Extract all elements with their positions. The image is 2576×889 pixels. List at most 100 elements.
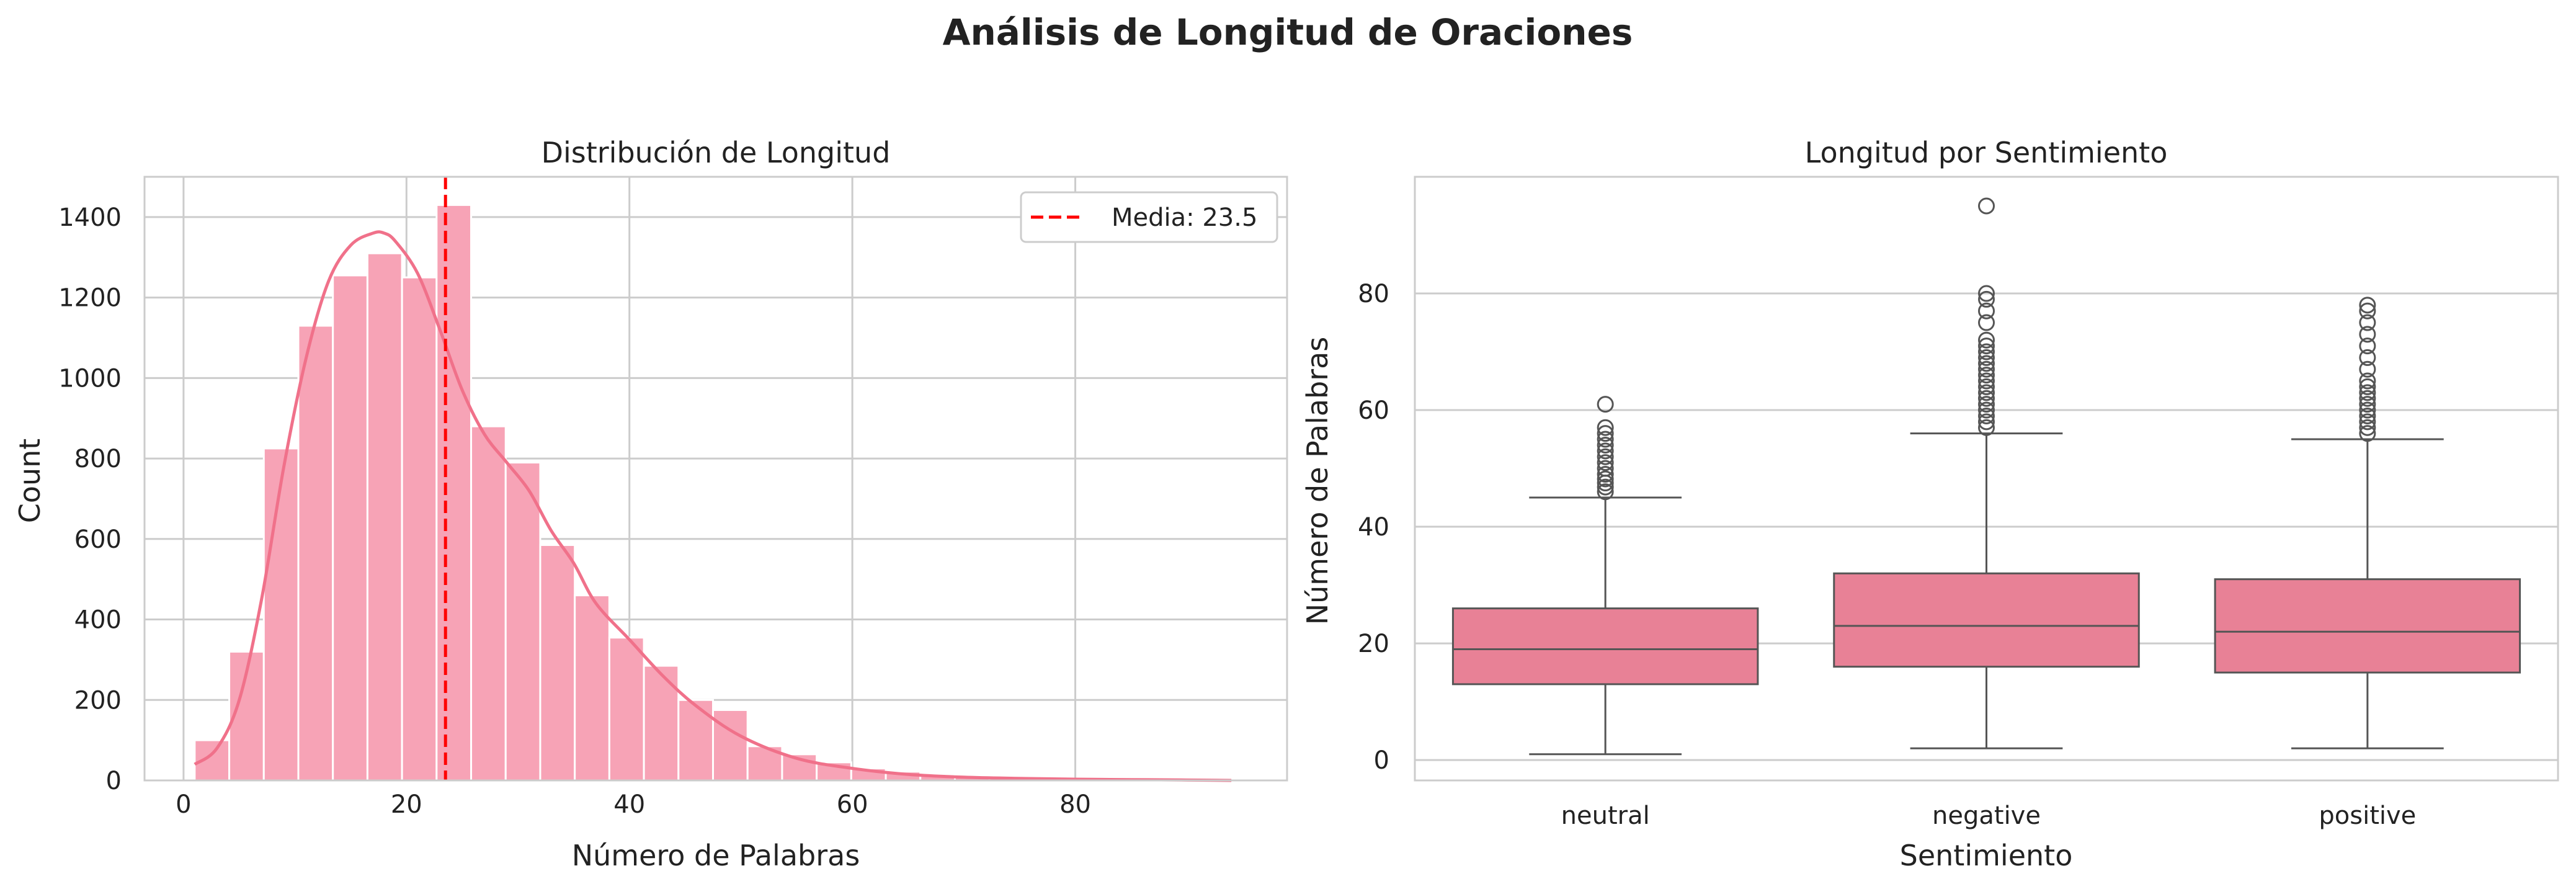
outlier-point [1978, 290, 1995, 308]
outlier-point [2359, 419, 2376, 436]
box-neutral [1451, 396, 1759, 756]
boxplot-panel: neutral negative positive 0 20 40 60 80 Longit… [1301, 136, 2559, 872]
x-tick-label-positive: positive [2319, 802, 2416, 830]
outlier-point [1978, 302, 1995, 319]
boxplot-boxes [1451, 197, 2521, 756]
y-tick-label: 20 [1358, 630, 1389, 658]
outlier-point [1597, 460, 1614, 477]
y-tick-label: 400 [74, 606, 122, 635]
histogram-frame [143, 176, 1288, 782]
box-iqr [1451, 607, 1759, 686]
y-tick-label: 40 [1358, 513, 1389, 542]
outlier-point [2359, 297, 2376, 314]
outlier-point [1978, 367, 1995, 384]
outlier-point [1597, 425, 1614, 442]
outlier-point [1978, 360, 1995, 378]
outlier-point [1978, 314, 1995, 331]
histogram-bar [608, 637, 645, 782]
boxplot-frame [1414, 176, 2559, 782]
histogram-bar [401, 276, 438, 782]
legend: Media: 23.5 [1020, 191, 1278, 243]
y-tick-label: 80 [1358, 280, 1389, 308]
legend-box [1020, 191, 1278, 243]
outlier-point [1978, 401, 1995, 419]
boxplot-y-ticks: 0 20 40 60 80 [1358, 280, 1389, 775]
histogram-bar [435, 203, 473, 782]
boxplot-x-ticks: neutral negative positive [1561, 802, 2417, 830]
x-tick-label: 40 [613, 790, 645, 819]
outlier-point [1978, 378, 1995, 395]
outlier-point [1597, 470, 1614, 488]
histogram-y-ticks: 0 200 400 600 800 1000 1200 1400 [58, 203, 122, 795]
y-tick-label: 1400 [58, 203, 122, 232]
outlier-point [1978, 396, 1995, 413]
outlier-point [2359, 401, 2376, 419]
outlier-point [1978, 390, 1995, 407]
y-tick-label: 800 [74, 445, 122, 473]
histogram-bar [366, 252, 403, 782]
box-iqr [2214, 578, 2521, 674]
box-negative [1833, 197, 2140, 749]
outlier-point [1978, 384, 1995, 401]
outlier-point [1978, 355, 1995, 372]
outlier-point [1978, 197, 1995, 215]
histogram-bar [262, 447, 300, 782]
boxplot-y-label: Número de Palabras [1301, 337, 1334, 625]
y-tick-label: 200 [74, 686, 122, 715]
box-iqr [1833, 572, 2140, 668]
outlier-point [1597, 396, 1614, 413]
boxplot-title: Longitud por Sentimiento [1805, 136, 2168, 169]
y-tick-label: 1000 [58, 364, 122, 393]
histogram-bar [297, 324, 334, 782]
outlier-point [2359, 407, 2376, 424]
outlier-point [1978, 337, 1995, 355]
outlier-point [1978, 372, 1995, 390]
outlier-point [1978, 285, 1995, 302]
outlier-point [1978, 407, 1995, 424]
histogram-y-label: Count [13, 439, 47, 524]
y-tick-label: 1200 [58, 284, 122, 313]
y-tick-label: 0 [106, 767, 122, 795]
outlier-point [1978, 343, 1995, 360]
outlier-point [2359, 326, 2376, 343]
histogram-bar [574, 594, 610, 782]
outlier-point [1597, 419, 1614, 436]
histogram-bar [677, 699, 715, 782]
histogram-bar [539, 544, 576, 782]
figure-title: Análisis de Longitud de Oraciones [943, 11, 1633, 53]
y-tick-label: 600 [74, 525, 122, 554]
histogram-title: Distribución de Longitud [541, 136, 891, 169]
kde-curve [194, 230, 1232, 782]
outlier-point [1597, 465, 1614, 483]
x-tick-label: 80 [1059, 790, 1091, 819]
x-tick-label: 0 [176, 790, 191, 819]
outlier-point [2359, 302, 2376, 319]
outlier-point [1597, 454, 1614, 471]
outlier-point [1978, 419, 1995, 436]
outlier-point [2359, 384, 2376, 401]
outlier-point [2359, 314, 2376, 331]
x-tick-label: 20 [391, 790, 422, 819]
outlier-point [1597, 478, 1614, 496]
outlier-point [2359, 337, 2376, 355]
outlier-point [2359, 425, 2376, 442]
histogram-x-label: Número de Palabras [572, 839, 860, 872]
outlier-point [1597, 448, 1614, 465]
outlier-point [1978, 331, 1995, 349]
x-tick-label-negative: negative [1932, 802, 2041, 830]
y-tick-label: 60 [1358, 396, 1389, 425]
outlier-point [2359, 360, 2376, 378]
outlier-point [2359, 378, 2376, 395]
outlier-point [2359, 396, 2376, 413]
histogram-bar [504, 462, 541, 782]
outlier-point [1597, 436, 1614, 453]
outlier-point [2359, 372, 2376, 390]
outlier-point [2359, 413, 2376, 431]
outlier-point [1597, 483, 1614, 501]
x-tick-label-neutral: neutral [1561, 802, 1650, 830]
histogram-bar [332, 274, 368, 782]
histogram-bar [470, 425, 507, 782]
histogram-panel: 0 20 40 60 80 0 200 400 600 800 1000 1200 1400 Dist… [13, 136, 1288, 872]
y-tick-label: 0 [1374, 746, 1389, 775]
